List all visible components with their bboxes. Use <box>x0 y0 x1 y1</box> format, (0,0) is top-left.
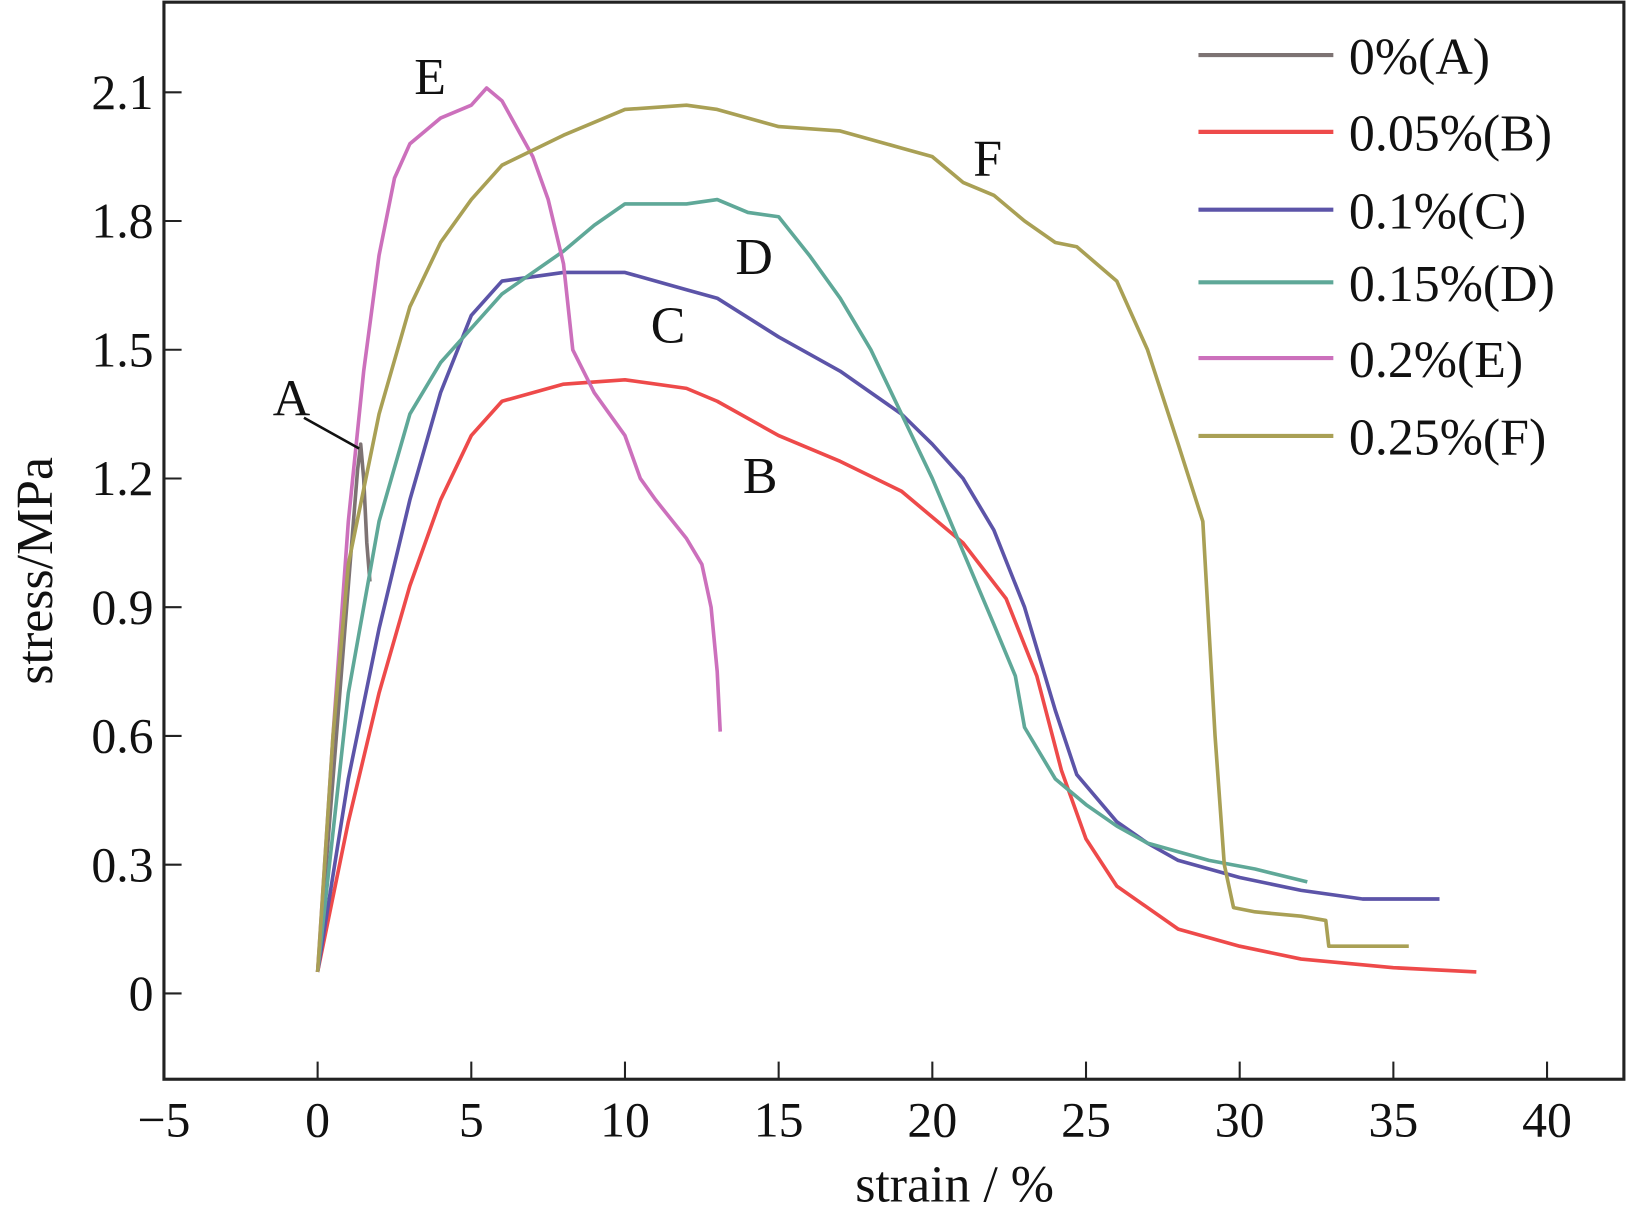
y-tick-label: 1.8 <box>91 194 153 249</box>
series-line-2 <box>315 270 1440 973</box>
series-line-0 <box>315 442 372 973</box>
y-axis-label: stress/MPa <box>7 457 64 685</box>
legend-label: 0.25%(F) <box>1349 410 1546 467</box>
annotation-label: C <box>651 298 686 355</box>
x-tick-label: 5 <box>459 1092 484 1147</box>
annotation-label: E <box>414 49 446 106</box>
annotation-label: A <box>273 371 311 428</box>
x-tick-label: 35 <box>1368 1092 1418 1147</box>
legend-label: 0.2%(E) <box>1349 332 1523 389</box>
annotation-label: B <box>743 448 778 505</box>
x-tick-label: 10 <box>600 1092 650 1147</box>
legend-label: 0.1%(C) <box>1349 183 1526 240</box>
annotation-label: F <box>973 130 1002 187</box>
x-tick-label: 0 <box>305 1092 330 1147</box>
y-tick-label: 2.1 <box>91 65 153 120</box>
legend-label: 0.15%(D) <box>1349 256 1555 313</box>
y-tick-label: 0 <box>129 966 154 1021</box>
x-tick-label: 25 <box>1061 1092 1111 1147</box>
annotation-label: D <box>735 229 772 286</box>
x-tick-label: 15 <box>754 1092 804 1147</box>
series-line-5 <box>315 103 1409 973</box>
y-tick-label: 0.3 <box>91 837 153 892</box>
series-line-4 <box>315 86 723 973</box>
annotation-arrow <box>303 416 360 450</box>
y-tick-label: 1.2 <box>91 451 153 506</box>
plot-frame <box>162 0 1626 1081</box>
x-tick-label: 30 <box>1215 1092 1265 1147</box>
y-tick-label: 1.5 <box>91 322 153 377</box>
x-tick-label: 20 <box>907 1092 957 1147</box>
series-line-3 <box>315 197 1308 973</box>
y-tick-label: 0.6 <box>91 709 153 764</box>
x-tick-label: 40 <box>1522 1092 1572 1147</box>
series-line-1 <box>315 377 1477 974</box>
legend-label: 0%(A) <box>1349 29 1490 86</box>
y-tick-label: 0.9 <box>91 580 153 635</box>
legend-label: 0.05%(B) <box>1349 106 1552 163</box>
x-axis-label: strain / % <box>855 1157 1054 1208</box>
x-tick-label: −5 <box>137 1092 190 1147</box>
